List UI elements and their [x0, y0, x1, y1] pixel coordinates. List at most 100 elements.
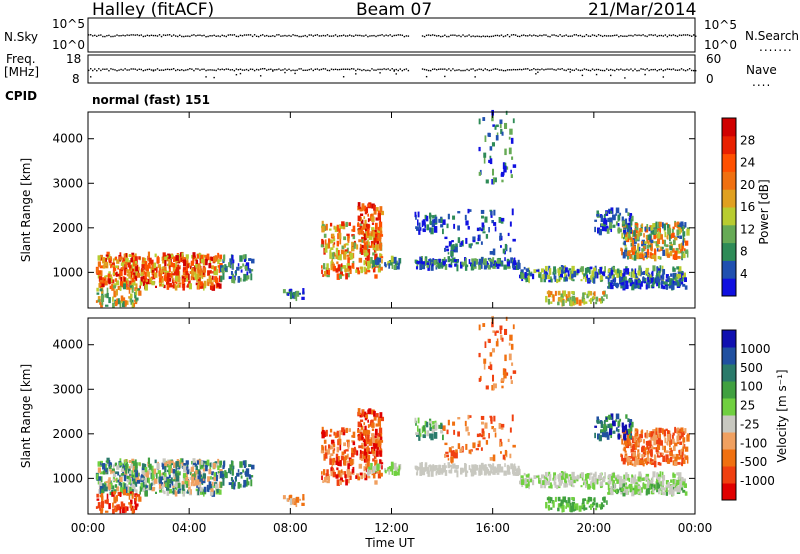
velocity-cell [568, 479, 571, 486]
velocity-cell [645, 490, 648, 496]
power-cell [453, 223, 456, 229]
nsky-point [243, 34, 246, 36]
power-cell [639, 232, 643, 236]
velocity-cell [548, 471, 551, 477]
power-cell [684, 240, 689, 246]
power-cell [509, 247, 512, 253]
power-cell [668, 283, 672, 286]
power-cell [630, 253, 633, 259]
velocity-cell [456, 470, 459, 478]
power-cell [571, 295, 576, 302]
power-cell [653, 241, 656, 244]
velocity-cell [248, 464, 252, 468]
velocity-cell [107, 479, 111, 486]
velocity-cell [380, 416, 385, 422]
velocity-cell [142, 481, 145, 486]
power-cell [198, 264, 201, 271]
power-cell [375, 244, 379, 251]
velocity-cell [499, 325, 503, 330]
power-cell [162, 266, 165, 270]
power-cell [528, 270, 531, 276]
power-cell [208, 275, 212, 283]
power-cell [656, 282, 659, 287]
velocity-cell [621, 426, 626, 431]
power-cell [335, 268, 339, 273]
velocity-cell [132, 463, 136, 469]
nsky-point [353, 35, 355, 37]
freq-point [181, 69, 183, 71]
velocity-cell [367, 434, 370, 442]
power-cell [130, 293, 133, 299]
power-cell [426, 215, 429, 222]
velocity-cell [627, 459, 629, 466]
power-cell [138, 290, 142, 296]
velocity-cell [646, 450, 650, 455]
velocity-cell [322, 469, 326, 476]
velocity-cell [137, 494, 141, 497]
velocity-cell [200, 464, 204, 468]
power-cell [168, 277, 172, 282]
power-cell [365, 241, 368, 246]
nsky-point [634, 34, 636, 36]
velocity-cell [372, 466, 375, 473]
power-cell [134, 253, 137, 259]
velocity-cell [473, 471, 477, 475]
velocity-cell [207, 476, 210, 482]
velocity-cell [671, 486, 674, 493]
velocity-cell [416, 425, 419, 432]
velocity-cell [647, 447, 650, 452]
power-cell [364, 211, 367, 215]
velocity-cell [682, 459, 686, 464]
power-cell [533, 269, 537, 274]
power-cell [320, 244, 324, 248]
freq-point [140, 68, 143, 71]
velocity-cell [658, 455, 661, 458]
power-cell [101, 282, 105, 288]
power-cell [122, 301, 126, 308]
power-cell [641, 248, 645, 252]
power-cell [659, 246, 662, 250]
power-cell [221, 267, 224, 272]
power-cell [166, 272, 170, 278]
power-cell [686, 228, 690, 236]
velocity-cell [657, 434, 660, 437]
freq-point [444, 68, 446, 70]
velocity-cell [538, 480, 541, 484]
velocity-cell [650, 452, 653, 458]
velocity-cell [117, 504, 120, 510]
freq-point [381, 68, 383, 71]
power-cell [178, 282, 182, 285]
velocity-cell [144, 467, 148, 473]
power-cell [683, 237, 686, 243]
freq-point [257, 69, 260, 71]
velocity-cell [595, 502, 599, 508]
power-cell [615, 221, 618, 226]
power-cell [637, 279, 642, 283]
velocity-cell [365, 468, 368, 472]
power-cell [589, 266, 593, 270]
power-cell [472, 236, 476, 242]
power-cell [97, 261, 101, 267]
freq-point [468, 69, 470, 72]
velocity-cell [197, 489, 200, 496]
velocity-cell [164, 462, 168, 467]
power-cell [611, 269, 614, 275]
power-cell [682, 283, 686, 287]
power-cell [164, 259, 167, 267]
freq-point [666, 68, 669, 70]
freq-point [601, 69, 604, 72]
power-cell [609, 222, 613, 229]
freq-point [142, 69, 145, 72]
nsky-point [662, 35, 665, 37]
power-cell [632, 270, 636, 278]
velocity-cell [134, 469, 138, 473]
power-cell [135, 299, 138, 303]
power-cell [366, 223, 370, 230]
freq-point [162, 69, 165, 71]
power-cell [682, 275, 685, 280]
nsky-point [175, 35, 177, 37]
nsky-point [575, 34, 578, 36]
power-cell [112, 258, 115, 265]
velocity-cell [646, 444, 649, 450]
colorbar-swatch [722, 364, 736, 382]
